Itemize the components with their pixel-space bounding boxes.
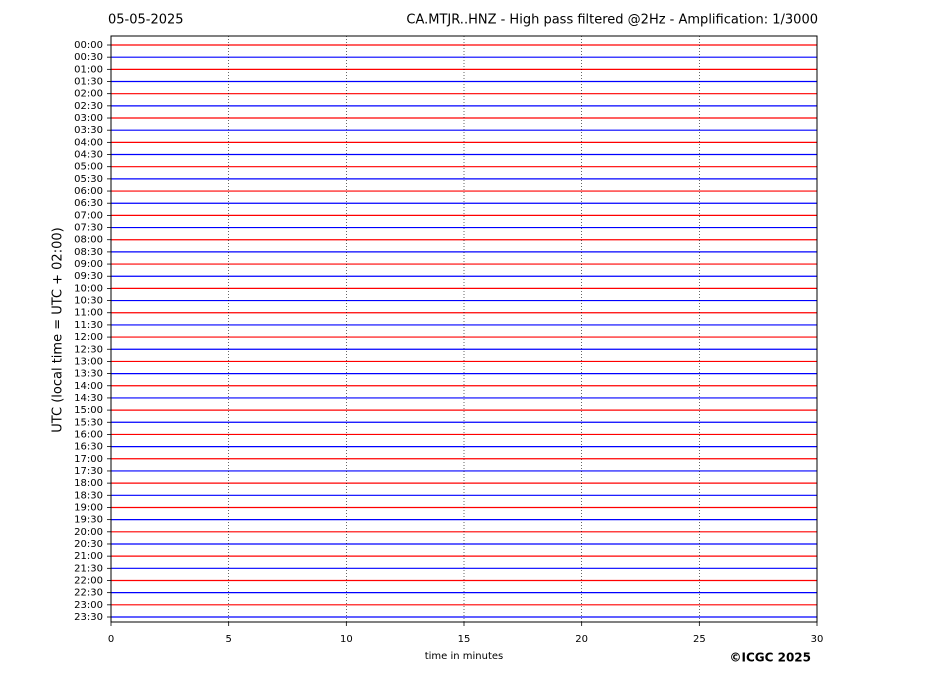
row-label: 09:00 (74, 259, 103, 270)
row-label: 06:00 (74, 186, 103, 197)
x-tick-label: 10 (340, 634, 353, 645)
row-label: 22:30 (74, 588, 103, 599)
row-label: 01:00 (74, 64, 103, 75)
x-tick-label: 30 (811, 634, 824, 645)
row-label: 19:30 (74, 515, 103, 526)
row-label: 04:00 (74, 137, 103, 148)
row-label: 18:30 (74, 490, 103, 501)
row-label: 21:30 (74, 563, 103, 574)
x-tick-label: 5 (225, 634, 231, 645)
row-label: 12:30 (74, 344, 103, 355)
plot-frame (110, 35, 818, 623)
row-label: 16:30 (74, 442, 103, 453)
date: 05-05-2025 (108, 13, 184, 28)
row-label: 10:00 (74, 283, 103, 294)
credit: ©ICGC 2025 (729, 651, 811, 665)
row-label: 11:30 (74, 320, 103, 331)
row-label: 20:00 (74, 527, 103, 538)
row-label: 04:30 (74, 150, 103, 161)
x-tick-label: 0 (108, 634, 114, 645)
row-label: 00:00 (74, 40, 103, 51)
row-label: 14:30 (74, 393, 103, 404)
chart-title: CA.MTJR..HNZ - High pass filtered @2Hz -… (406, 13, 818, 28)
row-label: 05:30 (74, 174, 103, 185)
row-label: 21:00 (74, 551, 103, 562)
row-label: 15:00 (74, 405, 103, 416)
x-tick-label: 15 (458, 634, 471, 645)
row-label: 02:30 (74, 101, 103, 112)
row-label: 03:30 (74, 125, 103, 136)
row-label: 01:30 (74, 77, 103, 88)
row-label: 13:00 (74, 356, 103, 367)
row-label: 09:30 (74, 271, 103, 282)
row-label: 08:00 (74, 235, 103, 246)
x-tick-label: 20 (575, 634, 588, 645)
row-label: 00:30 (74, 52, 103, 63)
row-label: 20:30 (74, 539, 103, 550)
row-label: 17:30 (74, 466, 103, 477)
row-label: 11:00 (74, 308, 103, 319)
row-label: 10:30 (74, 296, 103, 307)
row-label: 02:00 (74, 89, 103, 100)
row-label: 23:00 (74, 600, 103, 611)
row-label: 19:00 (74, 502, 103, 513)
row-label: 12:00 (74, 332, 103, 343)
x-tick-label: 25 (693, 634, 706, 645)
row-label: 06:30 (74, 198, 103, 209)
row-label: 13:30 (74, 369, 103, 380)
row-label: 23:30 (74, 612, 103, 623)
row-label: 05:00 (74, 162, 103, 173)
row-label: 03:00 (74, 113, 103, 124)
row-label: 07:30 (74, 223, 103, 234)
row-label: 08:30 (74, 247, 103, 258)
x-axis-label: time in minutes (425, 651, 504, 662)
row-label: 14:00 (74, 381, 103, 392)
row-label: 22:00 (74, 575, 103, 586)
y-axis-label: UTC (local time = UTC + 02:00) (51, 227, 66, 432)
row-label: 18:00 (74, 478, 103, 489)
row-label: 16:00 (74, 429, 103, 440)
row-label: 15:30 (74, 417, 103, 428)
row-label: 07:00 (74, 210, 103, 221)
row-label: 17:00 (74, 454, 103, 465)
